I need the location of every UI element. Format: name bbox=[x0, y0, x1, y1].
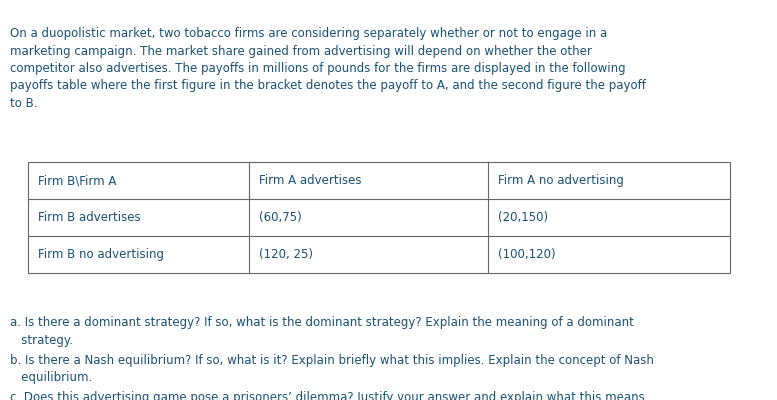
Bar bbox=[28, 162, 730, 273]
Text: (100,120): (100,120) bbox=[498, 248, 556, 261]
Text: On a duopolistic market, two tobacco firms are considering separately whether or: On a duopolistic market, two tobacco fir… bbox=[10, 27, 608, 40]
Text: (20,150): (20,150) bbox=[498, 211, 548, 224]
Text: equilibrium.: equilibrium. bbox=[10, 371, 92, 384]
Text: strategy.: strategy. bbox=[10, 334, 73, 347]
Text: b. Is there a Nash equilibrium? If so, what is it? Explain briefly what this imp: b. Is there a Nash equilibrium? If so, w… bbox=[10, 354, 654, 367]
Text: Firm B no advertising: Firm B no advertising bbox=[38, 248, 164, 261]
Text: (120, 25): (120, 25) bbox=[260, 248, 313, 261]
Text: (60,75): (60,75) bbox=[260, 211, 302, 224]
Text: competitor also advertises. The payoffs in millions of pounds for the firms are : competitor also advertises. The payoffs … bbox=[10, 62, 625, 75]
Text: c. Does this advertising game pose a prisoners’ dilemma? Justify your answer and: c. Does this advertising game pose a pri… bbox=[10, 391, 645, 400]
Text: Firm B\Firm A: Firm B\Firm A bbox=[38, 174, 117, 187]
Text: Firm B advertises: Firm B advertises bbox=[38, 211, 141, 224]
Text: Firm A no advertising: Firm A no advertising bbox=[498, 174, 624, 187]
Text: to B.: to B. bbox=[10, 97, 37, 110]
Text: marketing campaign. The market share gained from advertising will depend on whet: marketing campaign. The market share gai… bbox=[10, 45, 592, 58]
Text: Firm A advertises: Firm A advertises bbox=[260, 174, 361, 187]
Text: payoffs table where the first figure in the bracket denotes the payoff to A, and: payoffs table where the first figure in … bbox=[10, 80, 646, 92]
Text: a. Is there a dominant strategy? If so, what is the dominant strategy? Explain t: a. Is there a dominant strategy? If so, … bbox=[10, 316, 634, 330]
